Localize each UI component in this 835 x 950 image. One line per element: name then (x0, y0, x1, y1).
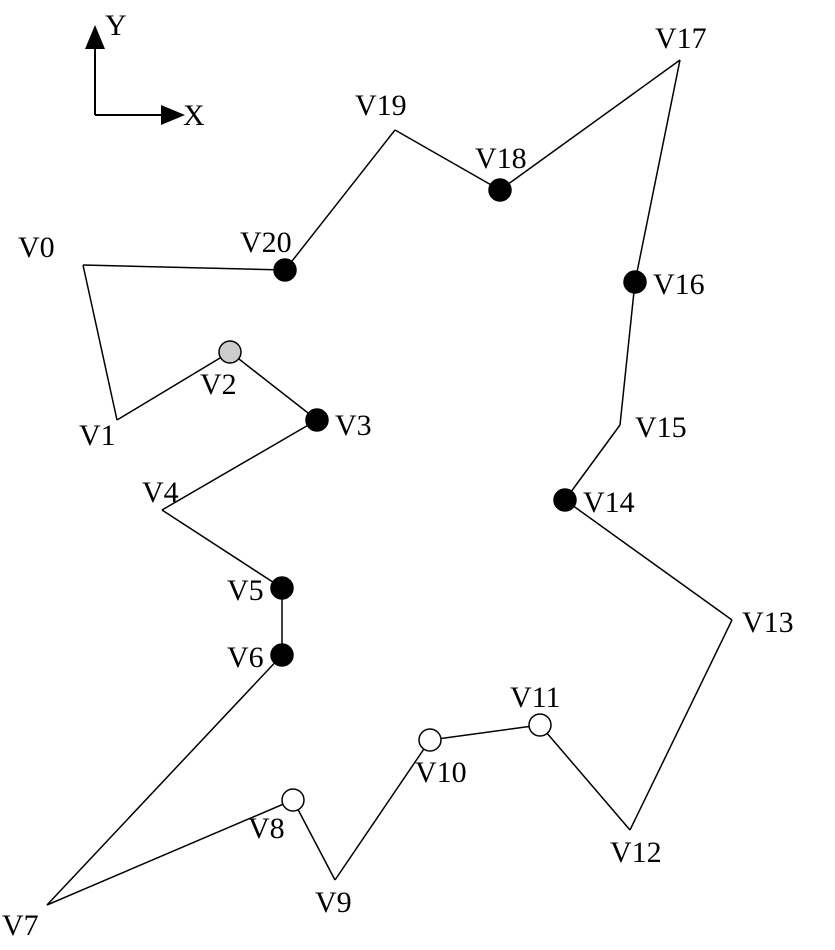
vertex-label: V8 (248, 812, 285, 845)
edge (630, 620, 732, 830)
axis-indicator: YX (95, 9, 205, 132)
edge (500, 60, 680, 190)
vertex-label: V18 (475, 142, 527, 175)
axis-x-label: X (183, 99, 205, 132)
vertex-label: V7 (2, 909, 39, 942)
polygon-vertices (219, 179, 646, 811)
edge (230, 352, 317, 420)
vertex-label: V20 (240, 226, 292, 259)
vertex-label: V5 (227, 574, 264, 607)
polygon-diagram: YX V0V1V2V3V4V5V6V7V8V9V10V11V12V13V14V1… (0, 0, 835, 950)
vertex-label: V11 (510, 681, 561, 714)
edge (540, 725, 630, 830)
edge (293, 800, 335, 880)
vertex-label: V15 (635, 411, 687, 444)
vertex-label: V9 (315, 886, 352, 919)
vertex-label: V6 (227, 641, 264, 674)
vertex-label: V0 (18, 231, 55, 264)
vertex-label: V3 (335, 409, 372, 442)
vertex-marker (219, 341, 241, 363)
vertex-label: V17 (655, 22, 707, 55)
vertex-marker (271, 644, 293, 666)
vertex-marker (529, 714, 551, 736)
vertex-labels: V0 V1 V2 V3 V4 V5 V6 V7 V8 V9 V10 V11 V12 V13 V14 V15 V1… (2, 22, 794, 942)
vertex-marker (274, 259, 296, 281)
vertex-label: V1 (79, 419, 116, 452)
vertex-marker (419, 729, 441, 751)
edge (47, 655, 282, 905)
vertex-marker (489, 179, 511, 201)
vertex-label: V12 (610, 836, 662, 869)
edge (430, 725, 540, 740)
vertex-label: V19 (355, 89, 407, 122)
edge (83, 265, 285, 270)
vertex-marker (624, 271, 646, 293)
edge (162, 510, 282, 588)
vertex-label: V14 (583, 486, 635, 519)
vertex-label: V2 (200, 368, 237, 401)
edge (285, 130, 395, 270)
axis-y-label: Y (105, 9, 127, 42)
vertex-marker (282, 789, 304, 811)
vertex-marker (271, 577, 293, 599)
edge (620, 282, 635, 425)
vertex-label: V16 (653, 268, 705, 301)
vertex-label: V4 (142, 476, 179, 509)
vertex-marker (306, 409, 328, 431)
vertex-label: V10 (415, 756, 467, 789)
edge (162, 420, 317, 510)
edge (635, 60, 680, 282)
vertex-label: V13 (742, 606, 794, 639)
vertex-marker (554, 489, 576, 511)
edge (83, 265, 117, 420)
